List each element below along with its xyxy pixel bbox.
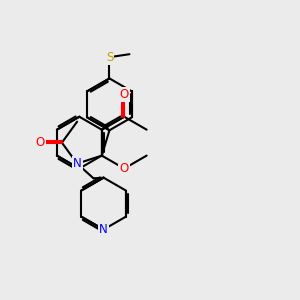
Text: N: N bbox=[73, 157, 82, 170]
Text: N: N bbox=[99, 223, 108, 236]
Text: O: O bbox=[120, 162, 129, 175]
Text: O: O bbox=[120, 88, 129, 101]
Text: S: S bbox=[106, 51, 113, 64]
Text: O: O bbox=[35, 136, 44, 149]
